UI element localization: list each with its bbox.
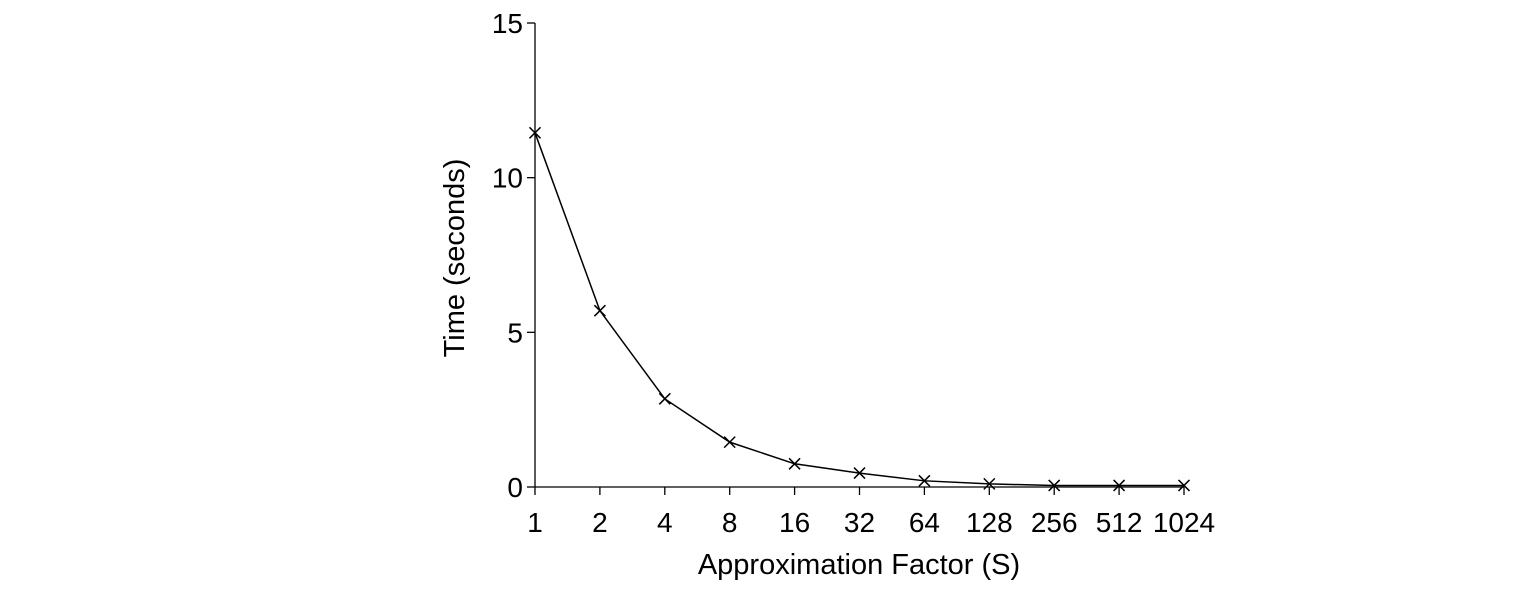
x-tick-label: 1 <box>527 507 543 538</box>
x-tick-label: 1024 <box>1153 507 1215 538</box>
y-tick-label: 15 <box>492 8 523 39</box>
data-point-marker <box>1048 479 1061 492</box>
y-ticks: 0 5 10 15 <box>492 8 535 503</box>
data-point-marker <box>658 392 671 405</box>
x-tick-label: 512 <box>1096 507 1143 538</box>
y-tick-label: 10 <box>492 163 523 194</box>
data-point-marker <box>918 474 931 487</box>
data-point-marker <box>723 436 736 449</box>
x-tick-label: 256 <box>1031 507 1078 538</box>
x-tick-label: 128 <box>966 507 1013 538</box>
x-tick-label: 32 <box>844 507 875 538</box>
series <box>528 126 1191 492</box>
axes <box>534 23 1184 488</box>
data-point-marker <box>1113 479 1126 492</box>
data-point-marker <box>593 304 606 317</box>
x-axis-title: Approximation Factor (S) <box>698 549 1020 581</box>
x-tick-label: 64 <box>909 507 940 538</box>
data-point-marker <box>528 126 542 139</box>
y-axis-title: Time (seconds) <box>439 159 471 358</box>
y-tick-label: 0 <box>507 472 523 503</box>
data-point-marker <box>788 457 801 470</box>
series-line <box>534 132 1184 487</box>
x-tick-label: 8 <box>722 507 738 538</box>
data-point-marker <box>983 477 996 490</box>
x-tick-label: 16 <box>779 507 810 538</box>
data-point-marker <box>853 467 866 480</box>
x-ticks: 1 2 4 8 16 32 64 128 256 512 1024 <box>527 487 1215 538</box>
x-tick-label: 4 <box>657 507 673 538</box>
y-tick-label: 5 <box>507 317 523 348</box>
data-point-marker <box>1177 479 1191 492</box>
x-tick-label: 2 <box>592 507 608 538</box>
